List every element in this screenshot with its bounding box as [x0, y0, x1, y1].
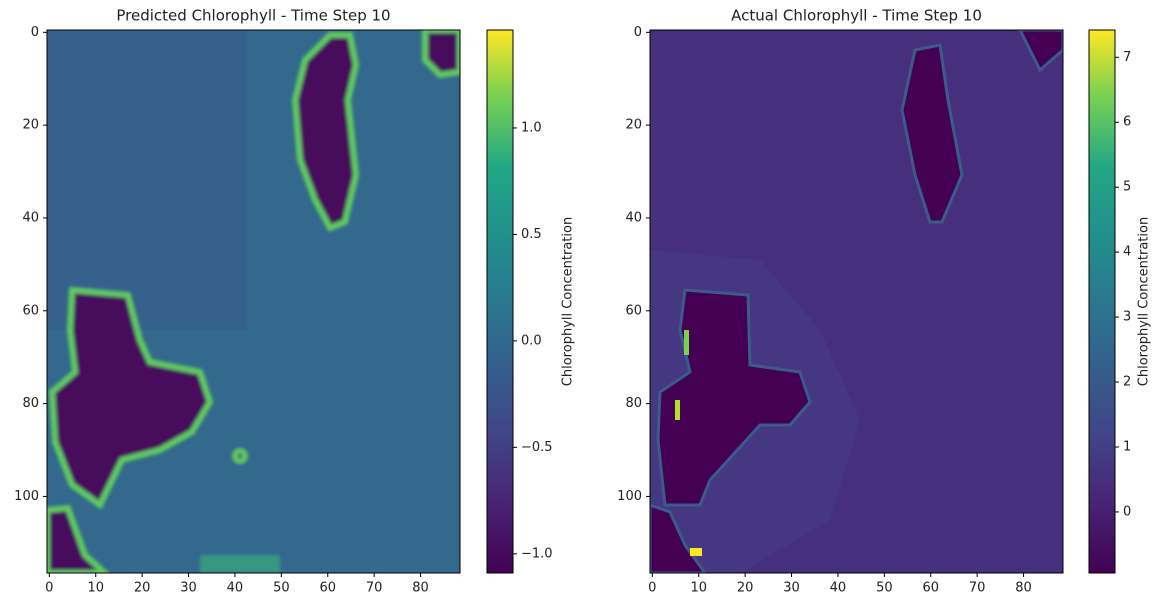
chart-title: Predicted Chlorophyll - Time Step 10: [116, 7, 390, 25]
x-tick-label: 80: [412, 581, 429, 596]
y-tick-label: 80: [22, 396, 39, 411]
colorbar-tick-label: 6: [1123, 115, 1131, 130]
heatmap-image: [650, 30, 1063, 573]
y-tick-label: 100: [617, 489, 642, 504]
x-tick-label: 20: [134, 581, 151, 596]
x-tick-label: 60: [922, 581, 939, 596]
colorbar-tick-label: 2: [1123, 375, 1131, 390]
colorbar-tick-label: 3: [1123, 310, 1131, 325]
colorbar-tick-label: 1.0: [521, 120, 542, 135]
x-tick-label: 20: [737, 581, 754, 596]
y-tick-label: 20: [625, 118, 642, 133]
x-tick-label: 30: [180, 581, 197, 596]
x-tick-label: 70: [366, 581, 383, 596]
y-tick-label: 0: [634, 25, 642, 40]
colorbar-tick-label: 5: [1123, 180, 1131, 195]
x-tick-label: 50: [273, 581, 290, 596]
y-tick-label: 20: [22, 118, 39, 133]
x-tick-label: 30: [783, 581, 800, 596]
colorbar-tick-label: −0.5: [521, 440, 553, 455]
axes-frame: [649, 29, 1064, 574]
axes-frame: [46, 29, 461, 574]
colorbar: [486, 29, 514, 574]
x-tick-label: 10: [690, 581, 707, 596]
x-tick-label: 70: [969, 581, 986, 596]
y-tick-label: 0: [31, 25, 39, 40]
colorbar-label: Chlorophyll Concentration: [561, 217, 576, 386]
x-tick-label: 50: [876, 581, 893, 596]
y-tick-label: 80: [625, 396, 642, 411]
colorbar-label: Chlorophyll Concentration: [1137, 217, 1152, 386]
x-tick-label: 40: [227, 581, 244, 596]
colorbar-tick-label: 0.0: [521, 333, 542, 348]
colorbar-tick-label: 0.5: [521, 227, 542, 242]
colorbar-tick-label: 1: [1123, 439, 1131, 454]
y-tick-label: 60: [22, 303, 39, 318]
chart-title: Actual Chlorophyll - Time Step 10: [731, 7, 982, 25]
axes-layer: Predicted Chlorophyll - Time Step 100 10 2…: [14, 7, 1151, 596]
x-tick-label: 0: [648, 581, 656, 596]
y-tick-label: 60: [625, 303, 642, 318]
x-tick-label: 40: [830, 581, 847, 596]
colorbar-tick-label: −1.0: [521, 546, 553, 561]
x-tick-label: 80: [1015, 581, 1032, 596]
colorbar-tick-label: 0: [1123, 504, 1131, 519]
y-tick-label: 100: [14, 489, 39, 504]
y-tick-label: 40: [22, 210, 39, 225]
colorbar: [1088, 29, 1116, 574]
colorbar-tick-label: 7: [1123, 50, 1131, 65]
heatmap-image: [47, 30, 460, 573]
x-tick-label: 60: [319, 581, 336, 596]
x-tick-label: 10: [87, 581, 104, 596]
x-tick-label: 0: [45, 581, 53, 596]
y-tick-label: 40: [625, 210, 642, 225]
colorbar-tick-label: 4: [1123, 245, 1131, 260]
